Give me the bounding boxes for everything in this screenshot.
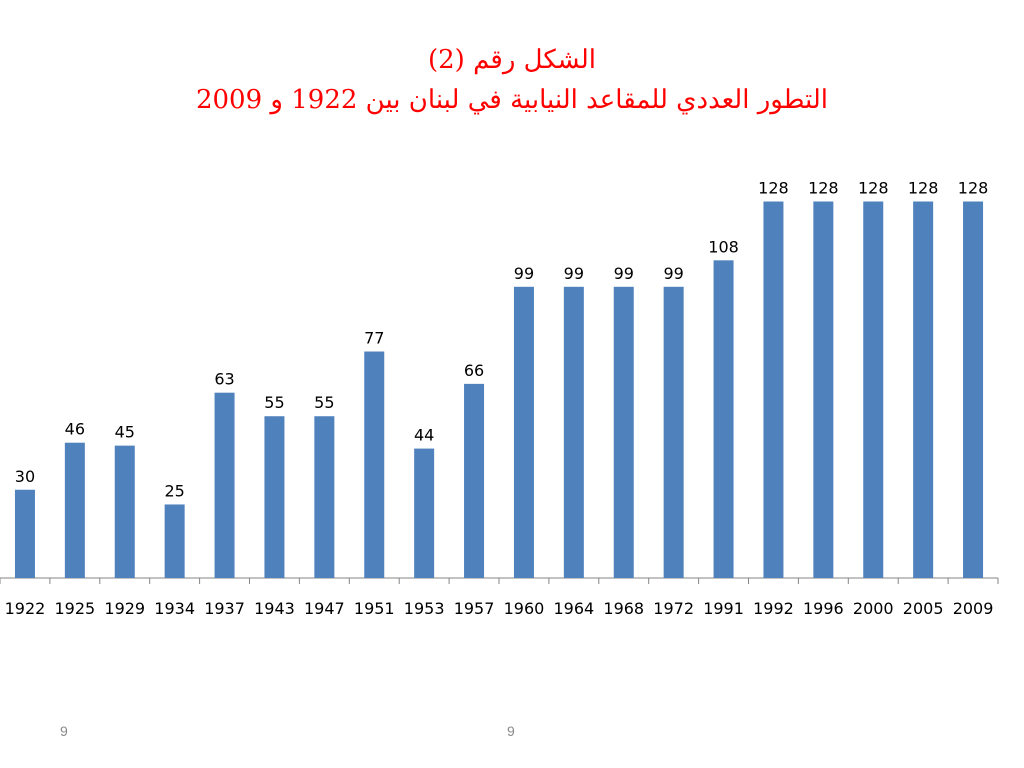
- page-number-center: 9: [507, 723, 515, 739]
- data-label-1922: 30: [15, 467, 35, 486]
- bar-1996: [813, 201, 834, 578]
- x-tick-label-1922: 1922: [5, 599, 46, 618]
- bar-1960: [513, 286, 534, 578]
- data-label-1934: 25: [164, 481, 184, 500]
- x-tick-label-1925: 1925: [54, 599, 95, 618]
- x-tick-label-2009: 2009: [953, 599, 994, 618]
- x-tick-label-1992: 1992: [753, 599, 794, 618]
- bar-2005: [913, 201, 934, 578]
- data-label-1951: 77: [364, 329, 384, 348]
- bar-1951: [364, 351, 385, 578]
- x-tick-label-1934: 1934: [154, 599, 195, 618]
- data-label-1992: 128: [758, 179, 789, 198]
- x-tick-label-1996: 1996: [803, 599, 844, 618]
- bar-1925: [64, 442, 85, 578]
- bar-1968: [613, 286, 634, 578]
- x-tick-label-2005: 2005: [903, 599, 944, 618]
- data-label-1925: 46: [65, 420, 85, 439]
- bar-1991: [713, 260, 734, 578]
- x-tick-label-1964: 1964: [553, 599, 594, 618]
- x-tick-label-1968: 1968: [603, 599, 644, 618]
- data-label-1947: 55: [314, 393, 334, 412]
- bar-1957: [464, 383, 485, 578]
- bar-1972: [663, 286, 684, 578]
- x-tick-label-1953: 1953: [404, 599, 445, 618]
- bar-1922: [14, 489, 35, 578]
- bar-2000: [863, 201, 884, 578]
- x-tick-label-1972: 1972: [653, 599, 694, 618]
- x-tick-label-1937: 1937: [204, 599, 245, 618]
- data-label-1996: 128: [808, 179, 839, 198]
- data-label-2005: 128: [908, 179, 939, 198]
- bar-1947: [314, 416, 335, 578]
- data-label-1957: 66: [464, 361, 484, 380]
- data-label-1929: 45: [115, 423, 135, 442]
- page-number-left: 9: [60, 723, 68, 739]
- bar-1964: [563, 286, 584, 578]
- x-tick-label-1951: 1951: [354, 599, 395, 618]
- data-label-2009: 128: [958, 179, 989, 198]
- x-tick-label-1943: 1943: [254, 599, 295, 618]
- x-tick-label-1960: 1960: [504, 599, 545, 618]
- x-tick-label-1991: 1991: [703, 599, 744, 618]
- data-label-1972: 99: [663, 264, 683, 283]
- bar-1943: [264, 416, 285, 578]
- x-tick-label-1957: 1957: [454, 599, 495, 618]
- data-label-1943: 55: [264, 393, 284, 412]
- title-line-1: الشكل رقم (2): [427, 45, 597, 75]
- bar-1929: [114, 445, 135, 578]
- data-label-2000: 128: [858, 179, 889, 198]
- bar-1992: [763, 201, 784, 578]
- title-line-2: التطور العددي للمقاعد النيابية في لبنان …: [195, 85, 829, 115]
- data-label-1937: 63: [214, 370, 234, 389]
- x-tick-label-1929: 1929: [104, 599, 145, 618]
- bar-1953: [414, 448, 435, 578]
- slide-title: الشكل رقم (2) التطور العددي للمقاعد الني…: [0, 40, 1024, 120]
- data-label-1968: 99: [614, 264, 634, 283]
- data-label-1991: 108: [708, 237, 739, 256]
- data-label-1953: 44: [414, 426, 434, 445]
- data-label-1960: 99: [514, 264, 534, 283]
- x-tick-label-1947: 1947: [304, 599, 345, 618]
- bar-2009: [963, 201, 984, 578]
- bar-1937: [214, 392, 235, 578]
- bar-1934: [164, 504, 185, 578]
- x-tick-label-2000: 2000: [853, 599, 894, 618]
- data-label-1964: 99: [564, 264, 584, 283]
